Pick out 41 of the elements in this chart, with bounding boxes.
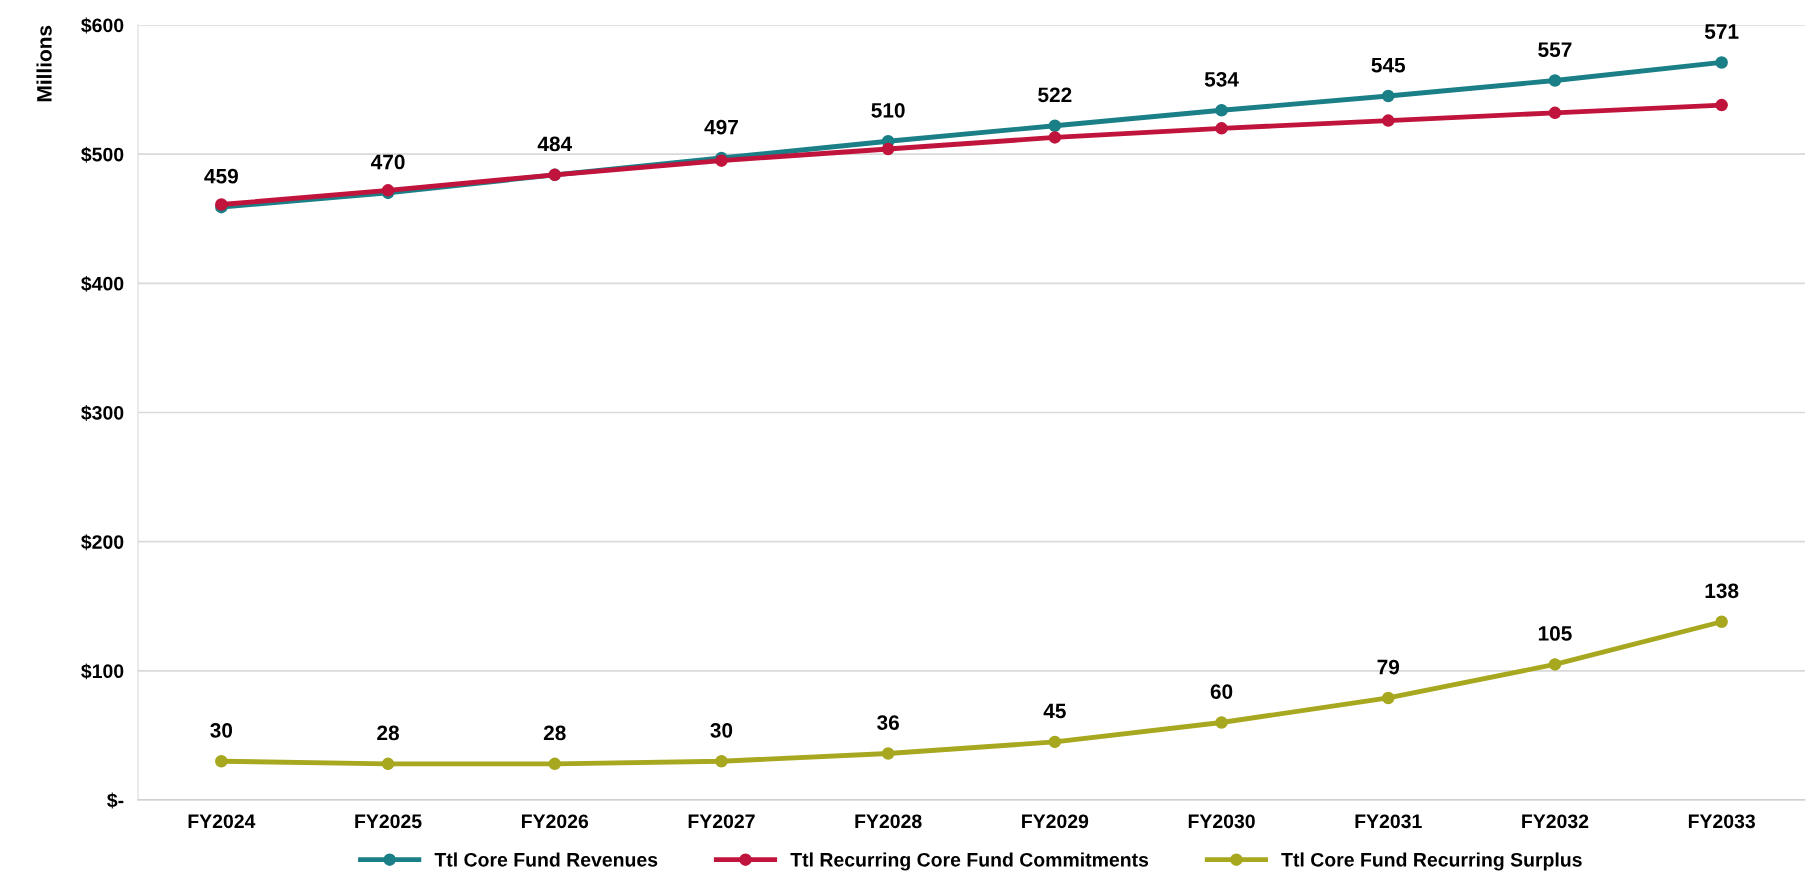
data-label: 459 (204, 168, 238, 184)
data-label: 497 (704, 119, 738, 135)
y-tick-label: $100 (81, 663, 124, 680)
x-tick-label: FY2031 (1355, 814, 1422, 829)
data-label: 534 (1204, 71, 1239, 87)
x-tick-label: FY2026 (522, 814, 589, 829)
data-label: 105 (1538, 626, 1572, 641)
x-tick-label: FY2027 (688, 814, 755, 829)
data-label: 571 (1704, 24, 1739, 39)
y-tick-label: $500 (81, 146, 124, 163)
x-tick-label: FY2024 (188, 814, 256, 829)
data-label: 557 (1538, 42, 1572, 57)
y-tick-label: $200 (81, 534, 124, 551)
y-tick-label: $- (107, 792, 124, 809)
legend-label: Ttl Recurring Core Fund Commitments (790, 852, 1149, 871)
data-label: 79 (1377, 659, 1400, 675)
data-label: 510 (871, 102, 905, 118)
x-tick-label: FY2025 (355, 814, 422, 829)
y-axis-title: Millions (36, 25, 52, 102)
data-label: 28 (543, 725, 566, 741)
x-tick-label: FY2030 (1188, 814, 1255, 829)
data-label: 36 (877, 715, 899, 730)
data-label: 28 (377, 725, 399, 741)
legend-label: Ttl Core Fund Recurring Surplus (1281, 852, 1582, 871)
data-label: 60 (1210, 684, 1233, 699)
x-tick-label: FY2033 (1688, 814, 1755, 829)
data-label: 138 (1705, 583, 1739, 599)
x-tick-label: FY2028 (855, 814, 922, 829)
legend-label: Ttl Core Fund Revenues (434, 852, 658, 867)
data-label: 545 (1371, 57, 1406, 73)
data-label: 45 (1043, 703, 1066, 719)
y-tick-label: $600 (81, 17, 124, 34)
y-tick-label: $300 (81, 405, 124, 421)
x-tick-label: FY2032 (1522, 814, 1589, 829)
data-label: 484 (537, 136, 573, 152)
data-label: 522 (1038, 87, 1072, 103)
x-tick-label: FY2029 (1022, 814, 1089, 829)
data-label: 30 (210, 722, 233, 738)
y-tick-label: $400 (81, 275, 124, 292)
data-label: 470 (370, 154, 405, 170)
data-label: 30 (710, 722, 733, 738)
